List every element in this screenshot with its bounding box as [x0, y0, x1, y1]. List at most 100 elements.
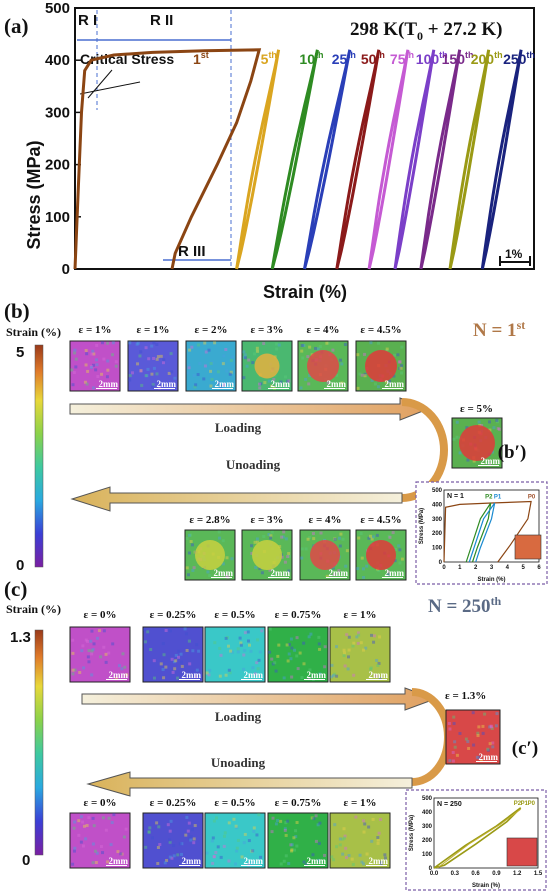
inset-point-label: P2 — [514, 801, 522, 807]
inset-title: N = 250 — [437, 801, 462, 808]
inset-y-tick: 300 — [422, 824, 433, 830]
cycle-label-25th: 25th — [332, 50, 356, 67]
inset-curve — [443, 500, 532, 563]
scale-label: 2mm — [271, 568, 291, 578]
strain-value-label: ε = 4.5% — [360, 514, 401, 526]
inset-x-tick: 6 — [537, 565, 541, 571]
inset-strain-map — [506, 837, 538, 867]
strain-map: 2mm — [204, 812, 266, 869]
scale-bar-label: 1% — [505, 247, 523, 261]
strain-map: 2mm — [297, 340, 349, 392]
cycle-label-250th: 250th — [503, 50, 535, 67]
cycle-curve-25th — [303, 49, 352, 270]
inset-curve — [437, 808, 521, 869]
strain-map: 2mm — [142, 626, 204, 683]
inset-y-tick: 0 — [429, 866, 433, 872]
scale-label: 2mm — [99, 379, 119, 389]
inset-y-title: Stress (MPa) — [409, 815, 415, 851]
cycle-curve-250th — [480, 49, 523, 270]
strain-value-label: ε = 4% — [309, 514, 342, 526]
scale-label: 2mm — [157, 379, 177, 389]
inset-x-tick: 0.3 — [451, 871, 460, 877]
inset-title: N = 1 — [447, 493, 464, 500]
y-tick-label: 0 — [62, 261, 70, 278]
cycle-curve-10th — [270, 49, 319, 270]
inset-x-tick: 2 — [474, 565, 478, 571]
strain-map: 2mm — [69, 340, 121, 392]
strain-value-label: ε = 0.75% — [275, 609, 322, 621]
scale-label: 2mm — [109, 670, 129, 680]
inset-point-label: P1 — [521, 801, 529, 807]
scale-label: 2mm — [385, 379, 405, 389]
y-tick-label: 400 — [45, 52, 70, 69]
inset-x-tick: 5 — [521, 565, 525, 571]
y-tick-label: 200 — [45, 157, 70, 174]
inset-y-tick: 0 — [439, 560, 443, 566]
inset-x-tick: 0.6 — [471, 871, 480, 877]
strain-value-label: ε = 3% — [251, 514, 284, 526]
loading-arrow-b — [69, 397, 430, 421]
strain-map: 2mm — [204, 626, 266, 683]
inset-x-title: Strain (%) — [472, 883, 500, 889]
strain-map: 2mm — [185, 340, 237, 392]
cycle-curve-1st — [73, 48, 262, 270]
inset-strain-map — [514, 534, 542, 560]
scale-label: 2mm — [244, 670, 264, 680]
y-ticks: 0 100 200 300 400 500 — [45, 0, 81, 278]
scale-label: 2mm — [244, 856, 264, 866]
cycle-b-label: N = 1st — [473, 318, 525, 341]
strain-map: 2mm — [184, 529, 236, 581]
strain-value-label: ε = 0.75% — [275, 797, 322, 809]
scale-label: 2mm — [109, 856, 129, 866]
scale-label: 2mm — [327, 379, 347, 389]
scale-label: 2mm — [271, 379, 291, 389]
strain-map: 2mm — [241, 340, 293, 392]
scale-label: 2mm — [479, 752, 499, 762]
strain-value-label: ε = 0.25% — [150, 797, 197, 809]
cycle-c-label: N = 250th — [428, 594, 502, 617]
scale-label: 2mm — [329, 568, 349, 578]
panel-a-letter: (a) — [4, 14, 29, 38]
strain-map-b-peak: 2mm — [451, 417, 503, 469]
inset-y-tick: 100 — [432, 546, 443, 552]
inset-y-tick: 500 — [432, 488, 443, 494]
strain-map: 2mm — [451, 417, 503, 469]
scale-label: 2mm — [481, 456, 501, 466]
plot-frame — [74, 7, 535, 270]
scale-label: 2mm — [369, 670, 389, 680]
inset-y-title: Stress (MPa) — [419, 508, 425, 544]
y-tick-label: 300 — [45, 104, 70, 121]
inset-x-tick: 1.2 — [513, 871, 522, 877]
critical-stress-tangent-2 — [87, 69, 113, 99]
strain-maps-b-unloading: ε = 2.8% 2mm ε = 3% 2mm ε = 4% 2mm ε = 4.5% 2mm — [184, 514, 407, 581]
inset-point-label: P0 — [528, 801, 536, 807]
panel-b-letter: (b) — [4, 299, 30, 323]
colorbar-c-min: 0 — [22, 852, 30, 869]
strain-map: 2mm — [355, 340, 407, 392]
critical-stress-tangent-1 — [79, 81, 141, 95]
inset-y-tick: 400 — [422, 810, 433, 816]
inset-point-label: P1 — [494, 495, 502, 501]
region-1-label: R I — [78, 12, 97, 29]
strain-value-label: ε = 0% — [84, 609, 117, 621]
colorbar-b-min: 0 — [16, 557, 24, 574]
inset-axes — [433, 797, 539, 869]
loading-arrow-c — [81, 687, 437, 711]
cycle-label-5th: 5th — [261, 50, 277, 67]
cycle-curve-200th — [448, 49, 491, 270]
strain-value-label: ε = 0.5% — [214, 609, 255, 621]
scale-label: 2mm — [214, 568, 234, 578]
scale-label: 2mm — [215, 379, 235, 389]
scale-label: 2mm — [182, 856, 202, 866]
inset-c-tag: (c′) — [512, 738, 538, 759]
scale-label: 2mm — [385, 568, 405, 578]
inset-x-tick: 3 — [490, 565, 494, 571]
strain-map: 2mm — [267, 812, 329, 869]
inset-y-tick: 300 — [432, 517, 443, 523]
strain-map: 2mm — [299, 529, 351, 581]
strain-value-label: ε = 1% — [79, 324, 112, 336]
colorbar-c — [34, 629, 44, 856]
colorbar-b-max: 5 — [16, 344, 24, 361]
cycle-label-1st: 1st — [193, 50, 209, 67]
